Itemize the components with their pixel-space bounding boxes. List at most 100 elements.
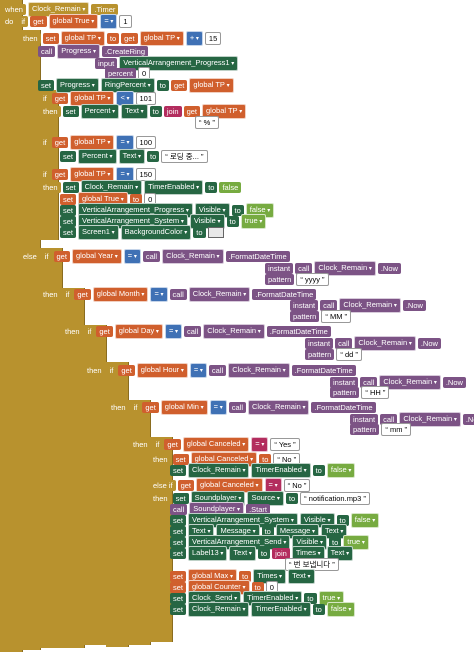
block-token[interactable]: then xyxy=(20,33,41,44)
block-token[interactable]: then xyxy=(84,365,105,376)
block-token[interactable]: Clock_Remain xyxy=(162,249,224,264)
block-token[interactable]: Clock_Remain xyxy=(188,602,250,617)
block-token[interactable]: get xyxy=(142,402,159,413)
block-token[interactable]: call xyxy=(170,504,188,515)
block-token[interactable]: Percent xyxy=(80,104,120,119)
block-token[interactable]: 100 xyxy=(135,136,157,149)
block-token[interactable]: Label13 xyxy=(188,546,228,561)
block-token[interactable]: if xyxy=(40,93,50,104)
block-token[interactable]: call xyxy=(360,377,378,388)
block-token[interactable]: dd xyxy=(336,348,362,361)
block-token[interactable]: if xyxy=(84,326,95,337)
block-token[interactable]: if xyxy=(62,289,73,300)
block-token[interactable]: set xyxy=(62,106,79,117)
block-token[interactable]: set xyxy=(170,582,187,593)
block-token[interactable]: call xyxy=(169,289,187,300)
block-token[interactable]: Clock_Remain xyxy=(188,287,251,302)
block-token[interactable]: + xyxy=(185,31,203,46)
block-token[interactable]: set xyxy=(172,493,189,504)
block-token[interactable]: to xyxy=(226,216,239,227)
block-token[interactable]: .Now xyxy=(417,338,441,349)
block-token[interactable]: call xyxy=(208,365,227,376)
block-token[interactable]: call xyxy=(142,251,161,262)
block-token[interactable]: call xyxy=(228,402,247,413)
block-token[interactable]: BackgroundColor xyxy=(120,225,192,240)
block-token[interactable]: TimerEnabled xyxy=(251,463,311,478)
block-token[interactable]: call xyxy=(295,263,313,274)
block-token[interactable]: = xyxy=(209,400,227,415)
block-token[interactable]: to xyxy=(193,227,206,238)
block-token[interactable]: .FormatDateTime xyxy=(291,365,356,376)
block-token[interactable]: mm xyxy=(381,423,412,436)
block-token[interactable]: Text xyxy=(118,149,146,164)
block-token[interactable]: Text xyxy=(288,569,315,584)
block-token[interactable]: global True xyxy=(48,14,99,29)
block-token[interactable]: set xyxy=(60,205,77,216)
block-token[interactable]: .Start xyxy=(246,504,271,515)
block-token[interactable]: pattern xyxy=(305,349,335,360)
block-token[interactable]: else if xyxy=(150,480,176,491)
block-token[interactable]: to xyxy=(261,526,274,537)
block-token[interactable]: notification.mp3 xyxy=(300,492,370,505)
block-token[interactable]: Percent xyxy=(78,149,117,164)
block-token[interactable]: set xyxy=(170,465,187,476)
block-token[interactable]: to xyxy=(257,548,271,559)
block-token[interactable]: = xyxy=(100,14,118,29)
block-token[interactable]: to xyxy=(304,593,317,604)
block-token[interactable]: yyyy xyxy=(296,273,329,286)
block-token[interactable]: get xyxy=(121,33,138,44)
block-token[interactable]: if xyxy=(40,169,50,180)
block-token[interactable]: to xyxy=(129,194,143,205)
block-token[interactable]: if xyxy=(106,365,117,376)
block-token[interactable]: then xyxy=(40,182,61,193)
block-token[interactable]: global Day xyxy=(114,324,163,339)
block-token[interactable]: HH xyxy=(361,386,390,399)
block-token[interactable]: to xyxy=(147,151,160,162)
block-token[interactable]: set xyxy=(170,526,187,537)
block-token[interactable]: to xyxy=(259,454,272,465)
block-token[interactable]: instant xyxy=(350,414,379,425)
block-token[interactable]: if xyxy=(41,251,52,262)
block-token[interactable]: get xyxy=(51,169,69,180)
block-token[interactable]: if xyxy=(130,402,141,413)
block-token[interactable]: set xyxy=(170,571,187,582)
block-token[interactable]: global Hour xyxy=(136,363,188,378)
block-token[interactable]: if xyxy=(18,16,29,27)
block-token[interactable]: .CreateRing xyxy=(101,46,148,57)
block-token[interactable]: global TP xyxy=(70,167,115,182)
block-token[interactable]: pattern xyxy=(290,311,320,322)
block-token[interactable]: set xyxy=(60,227,77,238)
block-token[interactable]: Screen1 xyxy=(78,225,119,240)
block-token[interactable]: set xyxy=(60,194,77,205)
block-token[interactable]: global TP xyxy=(139,31,184,46)
block-token[interactable]: instant xyxy=(330,377,359,388)
block-token[interactable]: get xyxy=(96,326,113,337)
block-token[interactable]: call xyxy=(335,338,353,349)
block-token[interactable]: Clock_Remain xyxy=(379,375,441,390)
block-token[interactable]: join xyxy=(163,106,182,117)
block-token[interactable]: set xyxy=(170,593,187,604)
block-token[interactable]: to xyxy=(312,465,325,476)
block-token[interactable]: get xyxy=(183,106,201,117)
block-token[interactable]: then xyxy=(108,402,129,413)
block-token[interactable]: Text xyxy=(121,104,148,119)
block-token[interactable]: to xyxy=(329,537,342,548)
block-token[interactable]: false xyxy=(350,513,380,528)
block-token[interactable]: global Year xyxy=(71,249,122,264)
block-token[interactable]: Clock_Remain xyxy=(203,324,265,339)
block-token[interactable]: TimerEnabled xyxy=(251,602,311,617)
block-token[interactable]: pattern xyxy=(265,274,295,285)
block-token[interactable]: 로딩 중... xyxy=(161,150,208,163)
block-token[interactable]: then xyxy=(130,439,151,450)
block-token[interactable]: Text xyxy=(229,546,256,561)
block-token[interactable]: pattern xyxy=(330,387,360,398)
block-token[interactable]: instant xyxy=(265,263,294,274)
block-token[interactable]: get xyxy=(177,480,195,491)
block-token[interactable]: to xyxy=(156,80,169,91)
block-token[interactable]: do xyxy=(2,16,17,27)
block-token[interactable]: if xyxy=(152,439,163,450)
block-token[interactable]: then xyxy=(40,106,61,117)
block-token[interactable]: get xyxy=(51,93,69,104)
block-token[interactable]: = xyxy=(123,249,141,264)
block-token[interactable]: get xyxy=(51,137,69,148)
